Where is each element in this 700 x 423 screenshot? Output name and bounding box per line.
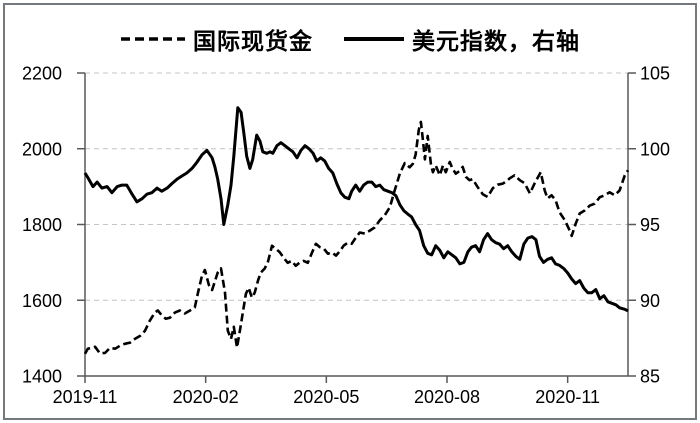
right-axis-tick-label: 85: [640, 367, 660, 387]
left-axis-tick-label: 2000: [22, 139, 62, 159]
right-axis-tick-label: 105: [640, 64, 670, 84]
left-axis-tick-label: 1400: [22, 367, 62, 387]
legend-item-gold: 国际现货金: [120, 22, 313, 56]
right-axis-tick-label: 90: [640, 291, 660, 311]
left-axis-tick-label: 1800: [22, 215, 62, 235]
usd-index-series-legend-marker: [344, 37, 404, 41]
right-axis-tick-label: 95: [640, 215, 660, 235]
usd-index-series-line: [83, 106, 629, 313]
legend: 国际现货金 美元指数，右轴: [0, 22, 700, 56]
gold-series-legend-marker: [121, 37, 185, 41]
left-axis-tick-label: 2200: [22, 64, 62, 84]
x-axis-tick-label: 2020-11: [535, 387, 600, 407]
x-axis-tick-label: 2020-02: [173, 387, 239, 407]
legend-label-gold: 国际现货金: [193, 29, 313, 54]
chart-border-frame: [3, 3, 697, 420]
left-axis-tick-label: 1600: [22, 291, 62, 311]
x-axis-tick-label: 2020-08: [414, 387, 480, 407]
x-axis-tick-label: 2020-05: [293, 387, 359, 407]
gold-series-line: [83, 120, 630, 355]
right-axis-tick-label: 100: [640, 139, 670, 159]
x-axis-tick-label: 2019-11: [53, 387, 118, 407]
legend-item-usd-index: 美元指数，右轴: [343, 22, 580, 56]
legend-label-usd-index: 美元指数，右轴: [412, 29, 580, 54]
